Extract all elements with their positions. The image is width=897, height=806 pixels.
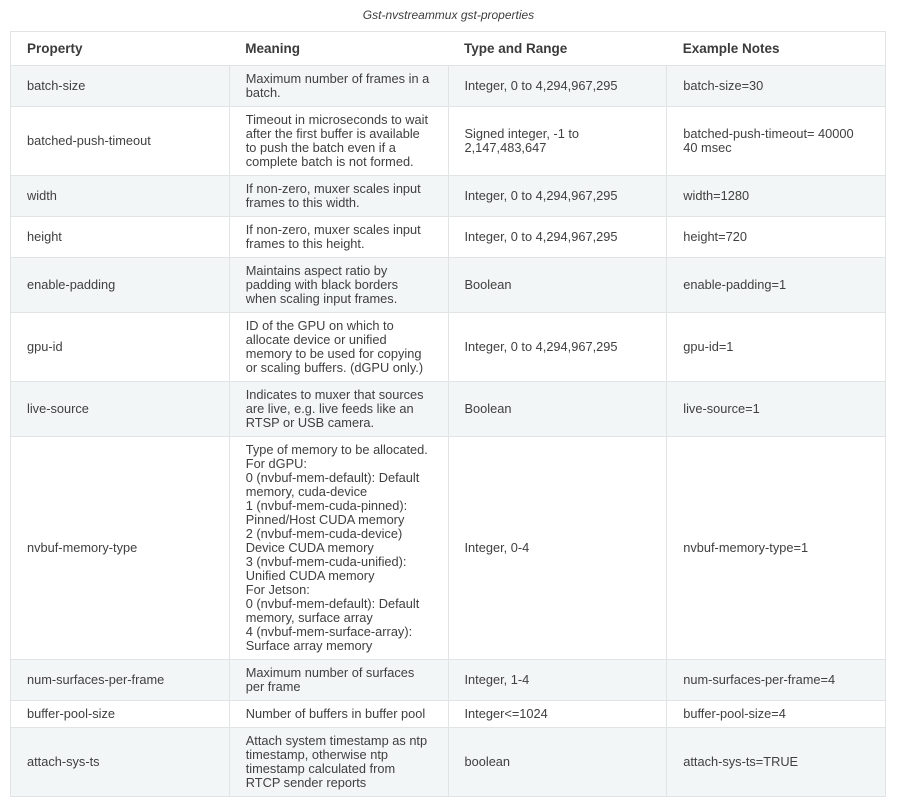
table-caption: Gst-nvstreammux gst-properties (362, 8, 535, 22)
cell-example: batch-size=30 (666, 65, 886, 107)
table-row: enable-padding Maintains aspect ratio by … (10, 257, 886, 313)
cell-meaning: Maximum number of frames in a batch. (228, 65, 448, 107)
table-row: batch-size Maximum number of frames in a … (10, 65, 886, 107)
cell-example: width=1280 (666, 175, 886, 217)
cell-property: num-surfaces-per-frame (10, 659, 230, 701)
cell-meaning: Maintains aspect ratio by padding with b… (228, 257, 448, 313)
table-row: num-surfaces-per-frame Maximum number of … (10, 659, 886, 701)
cell-property: batch-size (10, 65, 230, 107)
table-body: batch-size Maximum number of frames in a … (10, 65, 886, 797)
cell-example: enable-padding=1 (666, 257, 886, 313)
table-row: attach-sys-ts Attach system timestamp as … (10, 727, 886, 797)
cell-type: Boolean (447, 381, 667, 437)
cell-type: Integer, 1-4 (447, 659, 667, 701)
cell-example: num-surfaces-per-frame=4 (666, 659, 886, 701)
cell-example: live-source=1 (666, 381, 886, 437)
cell-example: attach-sys-ts=TRUE (666, 727, 886, 797)
cell-meaning: Maximum number of surfaces per frame (228, 659, 448, 701)
cell-meaning: Type of memory to be allocated. For dGPU… (228, 436, 448, 660)
cell-example: nvbuf-memory-type=1 (666, 436, 886, 660)
cell-meaning: Timeout in microseconds to wait after th… (228, 106, 448, 176)
column-header-example-notes: Example Notes (666, 31, 886, 66)
column-header-meaning: Meaning (229, 31, 448, 66)
cell-property: width (10, 175, 230, 217)
cell-type: Integer, 0 to 4,294,967,295 (447, 65, 667, 107)
table-row: buffer-pool-size Number of buffers in buf… (10, 700, 886, 728)
cell-meaning: Number of buffers in buffer pool (228, 700, 448, 728)
cell-property: height (10, 216, 230, 258)
cell-property: gpu-id (10, 312, 230, 382)
cell-example: buffer-pool-size=4 (666, 700, 886, 728)
cell-property: batched-push-timeout (10, 106, 230, 176)
header-row: Property Meaning Type and Range Example … (10, 31, 886, 66)
cell-type: Signed integer, -1 to 2,147,483,647 (447, 106, 667, 176)
cell-property: enable-padding (10, 257, 230, 313)
cell-property: attach-sys-ts (10, 727, 230, 797)
table-row: gpu-id ID of the GPU on which to allocate… (10, 312, 886, 382)
table-row: live-source Indicates to muxer that sourc… (10, 381, 886, 437)
cell-type: Integer, 0 to 4,294,967,295 (447, 312, 667, 382)
properties-table: Property Meaning Type and Range Example … (10, 31, 886, 797)
cell-example: batched-push-timeout= 40000 40 msec (666, 106, 886, 176)
cell-type: Boolean (447, 257, 667, 313)
table-row: width If non-zero, muxer scales input fra… (10, 175, 886, 217)
cell-example: height=720 (666, 216, 886, 258)
cell-meaning: Indicates to muxer that sources are live… (228, 381, 448, 437)
cell-property: live-source (10, 381, 230, 437)
cell-meaning: Attach system timestamp as ntp timestamp… (228, 727, 448, 797)
cell-type: Integer, 0 to 4,294,967,295 (447, 216, 667, 258)
cell-type: Integer<=1024 (447, 700, 667, 728)
table-row: batched-push-timeout Timeout in microseco… (10, 106, 886, 176)
cell-type: boolean (447, 727, 667, 797)
table-row: nvbuf-memory-type Type of memory to be al… (10, 436, 886, 660)
table-row: height If non-zero, muxer scales input fr… (10, 216, 886, 258)
cell-type: Integer, 0-4 (447, 436, 667, 660)
cell-meaning: If non-zero, muxer scales input frames t… (228, 216, 448, 258)
column-header-property: Property (10, 31, 230, 66)
cell-example: gpu-id=1 (666, 312, 886, 382)
cell-property: buffer-pool-size (10, 700, 230, 728)
table-header: Property Meaning Type and Range Example … (10, 31, 886, 66)
cell-type: Integer, 0 to 4,294,967,295 (447, 175, 667, 217)
column-header-type-range: Type and Range (448, 31, 667, 66)
cell-property: nvbuf-memory-type (10, 436, 230, 660)
cell-meaning: If non-zero, muxer scales input frames t… (228, 175, 448, 217)
cell-meaning: ID of the GPU on which to allocate devic… (228, 312, 448, 382)
